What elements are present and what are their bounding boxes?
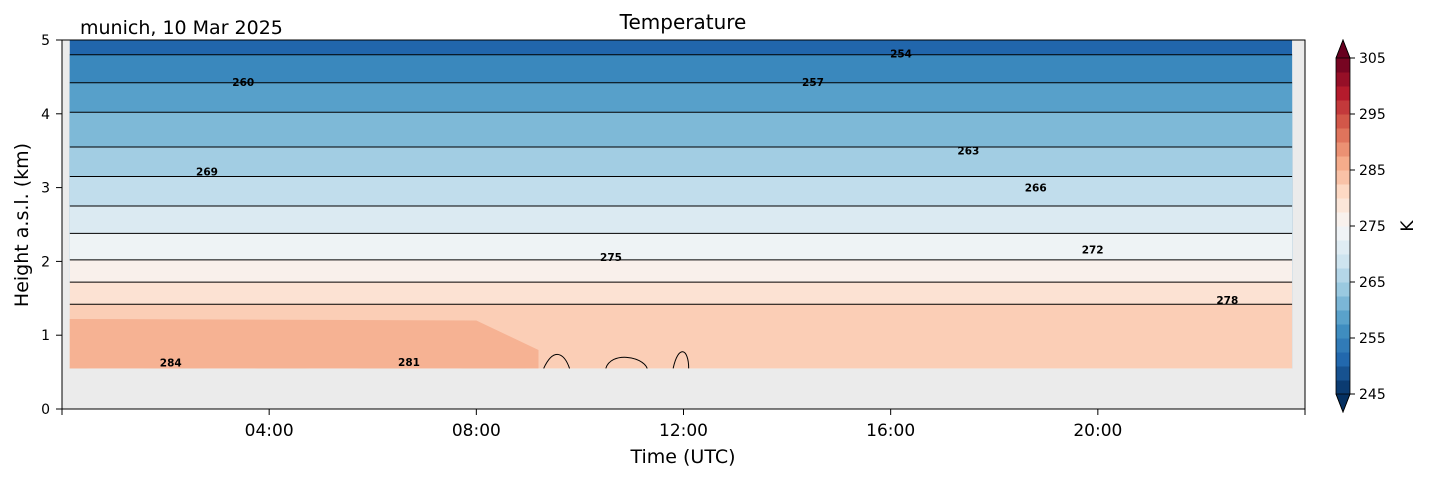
- colorbar-segment: [1336, 114, 1350, 129]
- y-tick-label: 1: [41, 328, 50, 344]
- x-tick-label: 04:00: [245, 421, 294, 441]
- contour-label: 269: [196, 166, 218, 178]
- x-tick-label: 12:00: [659, 421, 708, 441]
- colorbar: 245 255 265 275 285 295 305: [1335, 38, 1386, 414]
- x-tick-label: 16:00: [866, 421, 915, 441]
- colorbar-tick-label: 295: [1359, 107, 1386, 123]
- contour-label: 266: [1025, 183, 1047, 195]
- station-label: munich, 10 Mar 2025: [80, 17, 283, 39]
- contour-label: 254: [890, 48, 912, 60]
- x-axis-label: Time (UTC): [629, 446, 735, 468]
- colorbar-segment: [1336, 254, 1350, 269]
- colorbar-segment: [1336, 296, 1350, 311]
- plot-area: 254 257 260 263 269 266 275 272 278 284 281: [61, 39, 1306, 410]
- colorbar-tick-label: 285: [1359, 163, 1386, 179]
- contour-label: 275: [600, 252, 622, 264]
- colorbar-tick-label: 305: [1359, 51, 1386, 67]
- colorbar-segment: [1336, 170, 1350, 185]
- colorbar-segment: [1336, 268, 1350, 283]
- chart-title: Temperature: [619, 10, 747, 34]
- colorbar-segment: [1336, 86, 1350, 101]
- y-axis: 0 1 2 3 4 5: [41, 33, 62, 418]
- contour-line-284: [543, 351, 690, 369]
- contour-label: 257: [802, 77, 824, 89]
- contour-label: 284: [160, 358, 182, 370]
- colorbar-tick-label: 245: [1359, 387, 1386, 403]
- colorbar-segment: [1336, 212, 1350, 227]
- colorbar-tick-label: 255: [1359, 331, 1386, 347]
- colorbar-label: K: [1398, 220, 1418, 232]
- y-axis-label: Height a.s.l. (km): [11, 143, 33, 307]
- colorbar-segment: [1336, 156, 1350, 171]
- colorbar-segment: [1336, 282, 1350, 297]
- colorbar-extend-max: [1335, 38, 1351, 59]
- x-axis: 04:00 08:00 12:00 16:00 20:00: [61, 409, 1306, 441]
- x-tick-label: 08:00: [452, 421, 501, 441]
- colorbar-segment: [1336, 58, 1350, 73]
- colorbar-segment: [1336, 184, 1350, 199]
- y-tick-label: 5: [41, 33, 50, 49]
- colorbar-segment: [1336, 310, 1350, 325]
- colorbar-segment: [1336, 128, 1350, 143]
- contour-label: 263: [957, 146, 979, 158]
- y-tick-label: 2: [41, 254, 50, 270]
- colorbar-segment: [1336, 338, 1350, 353]
- colorbar-segment: [1336, 72, 1350, 87]
- contour-label: 272: [1082, 245, 1104, 257]
- x-tick-label: 20:00: [1073, 421, 1122, 441]
- colorbar-segment: [1336, 142, 1350, 157]
- contour-labels: 254 257 260 263 269 266 275 272 278 284 281: [160, 48, 1238, 369]
- y-tick-label: 0: [41, 402, 50, 418]
- contour-label: 260: [232, 77, 254, 89]
- y-tick-label: 3: [41, 181, 50, 197]
- contour-label: 281: [398, 357, 420, 369]
- colorbar-tick-label: 275: [1359, 219, 1386, 235]
- contour-lines: [69, 54, 1293, 369]
- colorbar-segment: [1336, 352, 1350, 367]
- temperature-field: [69, 40, 1293, 369]
- colorbar-segment: [1336, 100, 1350, 115]
- colorbar-segment: [1336, 366, 1350, 381]
- field-band: [69, 318, 539, 369]
- colorbar-segment: [1336, 198, 1350, 213]
- colorbar-segment: [1336, 324, 1350, 339]
- y-tick-label: 4: [41, 107, 50, 123]
- contour-label: 278: [1216, 295, 1238, 307]
- colorbar-tick-label: 265: [1359, 275, 1386, 291]
- colorbar-segment: [1336, 240, 1350, 255]
- colorbar-segment: [1336, 226, 1350, 241]
- colorbar-segment: [1336, 380, 1350, 395]
- colorbar-extend-min: [1335, 393, 1351, 414]
